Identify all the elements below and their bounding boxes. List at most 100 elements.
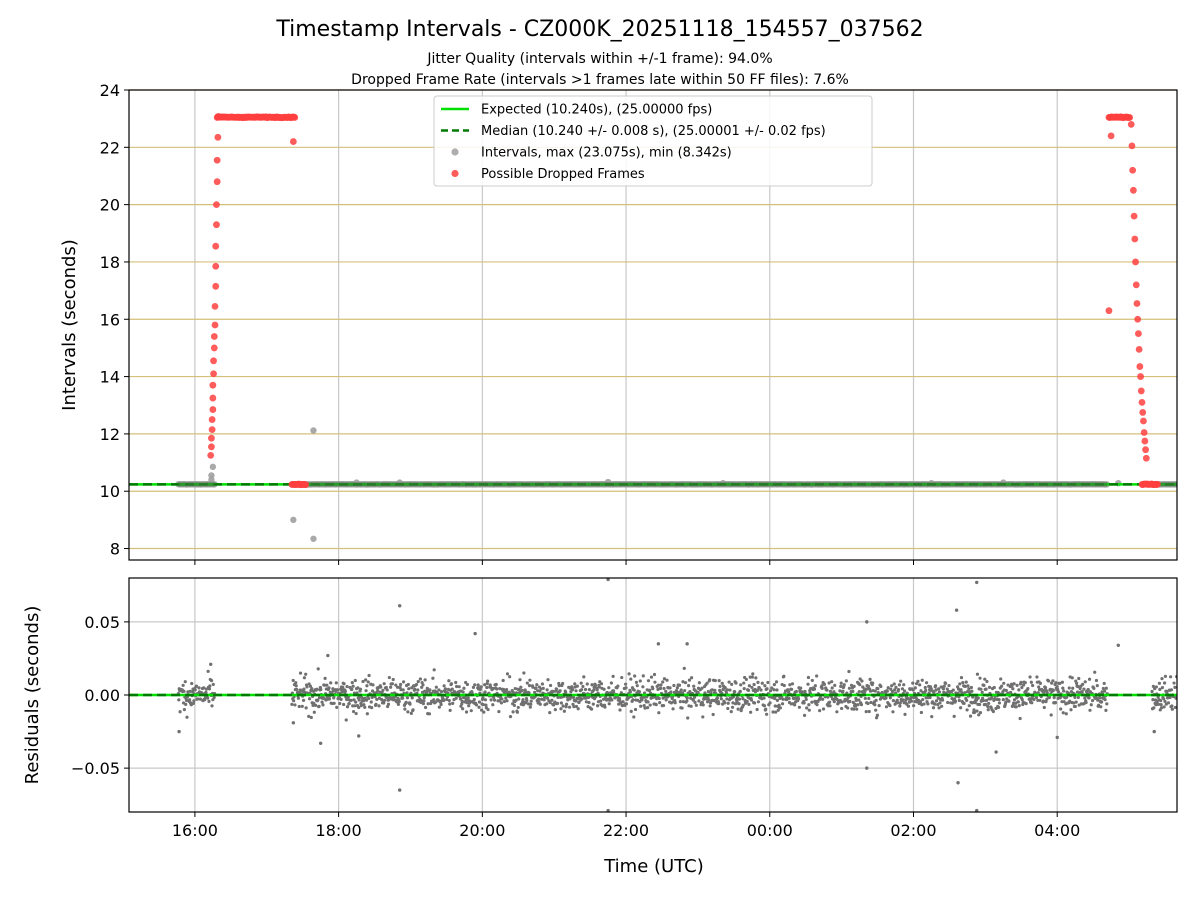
residual-point	[302, 687, 306, 691]
residual-point	[1046, 679, 1051, 683]
residual-point	[624, 682, 628, 686]
residual-point	[849, 683, 854, 687]
residual-point	[1056, 690, 1061, 694]
residual-point	[815, 703, 819, 707]
residual-point	[1159, 699, 1163, 703]
residual-point	[326, 653, 330, 658]
residual-point	[377, 704, 381, 708]
residual-point	[293, 703, 297, 707]
residual-point	[705, 681, 709, 685]
residual-point	[839, 684, 843, 689]
residual-point	[540, 682, 545, 686]
residual-point	[204, 690, 208, 694]
residual-point	[210, 704, 214, 708]
residual-point	[962, 701, 966, 705]
residual-point	[913, 686, 917, 690]
residual-point	[465, 682, 469, 687]
dropped-frame-point	[1132, 258, 1139, 266]
residual-point	[191, 701, 196, 706]
residual-point	[1090, 698, 1095, 703]
residual-point	[1031, 683, 1035, 688]
residual-point	[482, 710, 486, 714]
residual-point	[607, 702, 611, 706]
residual-point	[489, 698, 493, 702]
residual-point	[799, 686, 803, 690]
residual-point	[1065, 695, 1069, 699]
residual-point	[846, 706, 850, 710]
residual-point	[1026, 687, 1030, 691]
residual-point	[981, 698, 986, 703]
dropped-frame-point	[1137, 387, 1145, 395]
residual-point	[627, 672, 631, 676]
residual-point	[921, 697, 925, 702]
residual-point	[534, 686, 538, 690]
residual-point	[426, 702, 430, 706]
residual-point	[1168, 695, 1172, 700]
residual-point	[723, 701, 727, 705]
residual-point	[353, 678, 357, 683]
dropped-frame-point	[1129, 186, 1137, 194]
residual-point	[965, 689, 970, 694]
residual-point	[516, 705, 520, 710]
bottom-x-tick-label: 02:00	[890, 821, 936, 840]
residual-point	[308, 684, 313, 688]
residual-point	[815, 674, 819, 678]
residual-point	[401, 688, 405, 692]
residual-point	[480, 708, 484, 712]
residual-point	[686, 684, 691, 688]
residual-point	[942, 684, 946, 688]
residual-point	[746, 688, 751, 693]
residual-point	[844, 679, 848, 683]
residual-point	[529, 699, 533, 703]
residual-point	[975, 672, 980, 676]
residual-point	[928, 695, 932, 700]
residual-point	[1051, 679, 1055, 683]
residual-point	[906, 704, 911, 708]
residual-point	[924, 681, 929, 685]
residual-point	[593, 683, 598, 687]
residual-point	[728, 688, 732, 692]
residual-point	[631, 698, 635, 702]
residual-point	[561, 704, 565, 708]
residual-point	[1083, 696, 1087, 700]
top-plot-frame	[128, 89, 1178, 561]
residual-point	[1015, 683, 1019, 687]
residual-point	[828, 689, 833, 693]
residual-point	[994, 750, 998, 754]
residual-point	[450, 687, 454, 691]
residual-point	[405, 696, 410, 700]
residual-point	[1055, 685, 1059, 689]
residual-point	[448, 702, 452, 706]
residual-point	[193, 688, 197, 692]
residual-point	[1080, 690, 1084, 694]
residual-point	[971, 695, 975, 699]
residual-point	[871, 681, 875, 685]
residual-point	[1041, 699, 1046, 703]
residual-point	[745, 699, 749, 704]
residual-point	[1160, 676, 1164, 681]
residual-point	[733, 690, 737, 694]
residual-point	[469, 709, 473, 713]
residual-point	[810, 700, 814, 704]
residual-point	[934, 684, 938, 688]
residual-point	[729, 710, 733, 714]
residual-point	[990, 696, 994, 700]
residual-point	[960, 690, 964, 695]
residual-point	[987, 685, 992, 689]
residual-point	[1069, 708, 1073, 712]
residual-point	[617, 696, 622, 701]
residual-point	[320, 700, 324, 704]
residual-point	[1163, 674, 1168, 678]
residual-point	[327, 686, 331, 690]
residual-point	[797, 705, 801, 709]
top-y-tick-label: 10	[100, 482, 120, 501]
residual-point	[209, 678, 214, 683]
residual-point	[546, 678, 550, 682]
top-y-tick-label: 20	[100, 196, 120, 215]
residual-point	[581, 684, 585, 689]
dropped-frame-point	[208, 443, 215, 451]
residual-point	[659, 683, 663, 687]
interval-point	[310, 535, 317, 542]
residual-point	[933, 702, 937, 706]
residual-point	[477, 705, 481, 709]
